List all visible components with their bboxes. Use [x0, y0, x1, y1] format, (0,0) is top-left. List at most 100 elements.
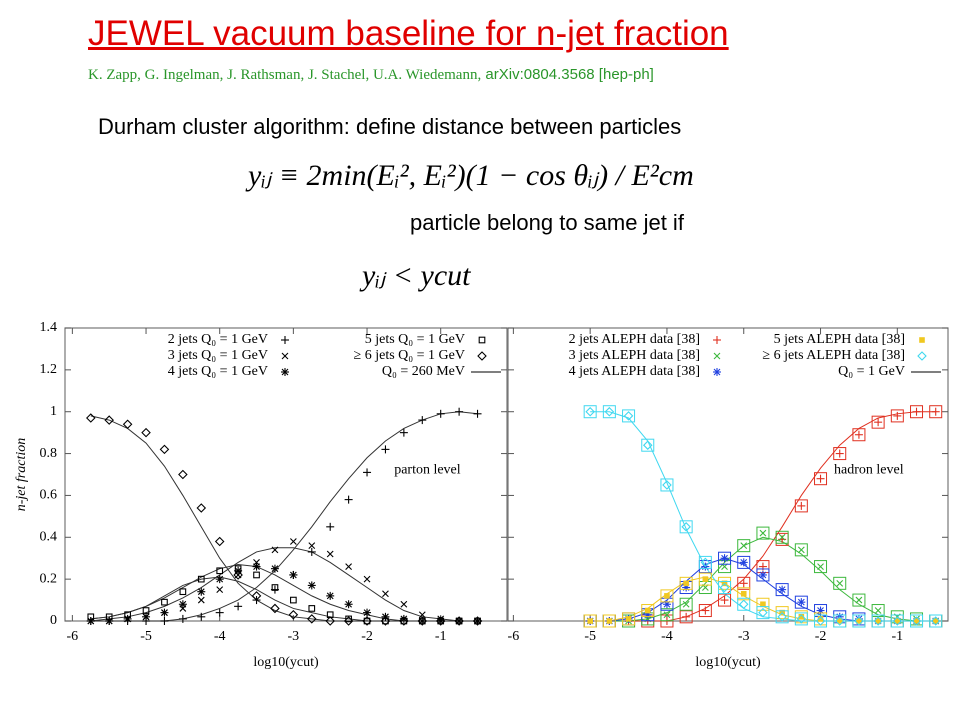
marker-part	[281, 352, 289, 360]
marker-part	[740, 590, 747, 597]
marker-box	[852, 428, 866, 442]
data-point	[679, 610, 693, 624]
marker-part	[435, 616, 446, 626]
y-tick-label: 0.4	[40, 530, 58, 545]
data-point	[833, 447, 847, 461]
data-point	[289, 538, 297, 545]
marker-part	[875, 618, 881, 624]
data-point	[583, 614, 597, 628]
marker-part	[778, 586, 786, 593]
data-point	[234, 602, 243, 611]
text: Durham cluster algorithm: define distanc…	[98, 114, 682, 139]
reference: arXiv:0804.3568 [hep-ph]	[485, 66, 654, 83]
data-point	[474, 617, 481, 625]
data-point	[400, 617, 408, 625]
marker-box	[833, 447, 847, 461]
data-point	[216, 586, 224, 593]
marker-part	[777, 612, 787, 622]
marker-part	[472, 616, 483, 626]
marker-part	[214, 536, 225, 547]
data-point	[363, 575, 371, 583]
marker-box	[833, 614, 847, 628]
marker-part	[854, 616, 864, 626]
data-point	[417, 616, 428, 626]
marker-part	[362, 616, 372, 626]
marker-part	[913, 618, 920, 624]
marker-part	[455, 617, 463, 625]
marker-part	[817, 616, 824, 622]
data-point	[756, 606, 770, 620]
marker-part	[308, 542, 316, 550]
marker-part	[271, 546, 279, 554]
curve	[90, 411, 478, 622]
data-point	[363, 608, 372, 617]
data-point	[122, 419, 133, 430]
data-point	[288, 609, 299, 620]
data-point	[179, 588, 187, 596]
marker-box	[679, 520, 693, 534]
marker-part	[141, 427, 151, 438]
data-point	[399, 428, 408, 437]
marker-part	[105, 613, 113, 621]
marker-part	[179, 588, 187, 596]
marker-part	[271, 565, 279, 573]
data-point	[380, 616, 391, 626]
legend-label: ≥ 6 jets ALEPH data [38]	[762, 348, 905, 363]
marker-part	[874, 607, 882, 614]
marker-part	[178, 469, 188, 480]
data-point	[343, 616, 354, 626]
data-point	[698, 604, 712, 618]
data-point	[871, 614, 885, 628]
data-point	[307, 547, 316, 556]
marker-part	[345, 600, 353, 608]
marker-box	[929, 614, 943, 628]
data-point	[363, 468, 372, 477]
data-point	[794, 612, 808, 626]
data-point	[105, 617, 114, 625]
data-point	[756, 597, 770, 611]
marker-box	[814, 560, 828, 574]
data-point	[270, 603, 280, 614]
data-point	[160, 608, 169, 617]
marker-part	[740, 542, 748, 550]
marker-box	[583, 405, 597, 419]
marker-part	[474, 617, 481, 625]
marker-part	[380, 616, 391, 626]
marker-part	[253, 571, 260, 579]
marker-part	[477, 351, 487, 361]
marker-box	[641, 604, 655, 618]
marker-part	[399, 616, 409, 626]
marker-part	[606, 618, 613, 624]
data-point	[698, 555, 712, 569]
data-point	[622, 409, 636, 423]
data-point	[435, 616, 446, 626]
data-point	[124, 611, 131, 619]
legend-marker	[478, 336, 486, 344]
marker-part	[664, 593, 670, 599]
data-point	[698, 572, 712, 586]
marker-part	[142, 613, 150, 621]
marker-box	[737, 555, 751, 569]
marker-part	[873, 616, 883, 626]
data-point	[271, 546, 279, 554]
marker-box	[871, 614, 885, 628]
data-point	[814, 472, 828, 486]
marker-box	[794, 543, 808, 557]
marker-part	[87, 613, 95, 621]
marker-part	[104, 415, 114, 425]
marker-part	[817, 563, 824, 570]
data-point	[602, 614, 616, 628]
x-tick-label: -3	[288, 629, 300, 644]
x-tick-label: -1	[435, 629, 447, 644]
legend-label: 3 jets Q₀ = 1 GeV	[168, 348, 268, 363]
text: particle belong to same jet if	[410, 210, 684, 235]
data-point	[326, 550, 334, 558]
marker-part	[719, 582, 730, 593]
marker-part	[216, 567, 224, 575]
data-point	[679, 597, 693, 611]
data-point	[160, 617, 169, 625]
legend-label: 4 jets Q₀ = 1 GeV	[168, 364, 268, 379]
legend-label: 5 jets Q₀ = 1 GeV	[365, 332, 465, 347]
data-point	[756, 526, 770, 540]
data-point	[270, 564, 279, 573]
